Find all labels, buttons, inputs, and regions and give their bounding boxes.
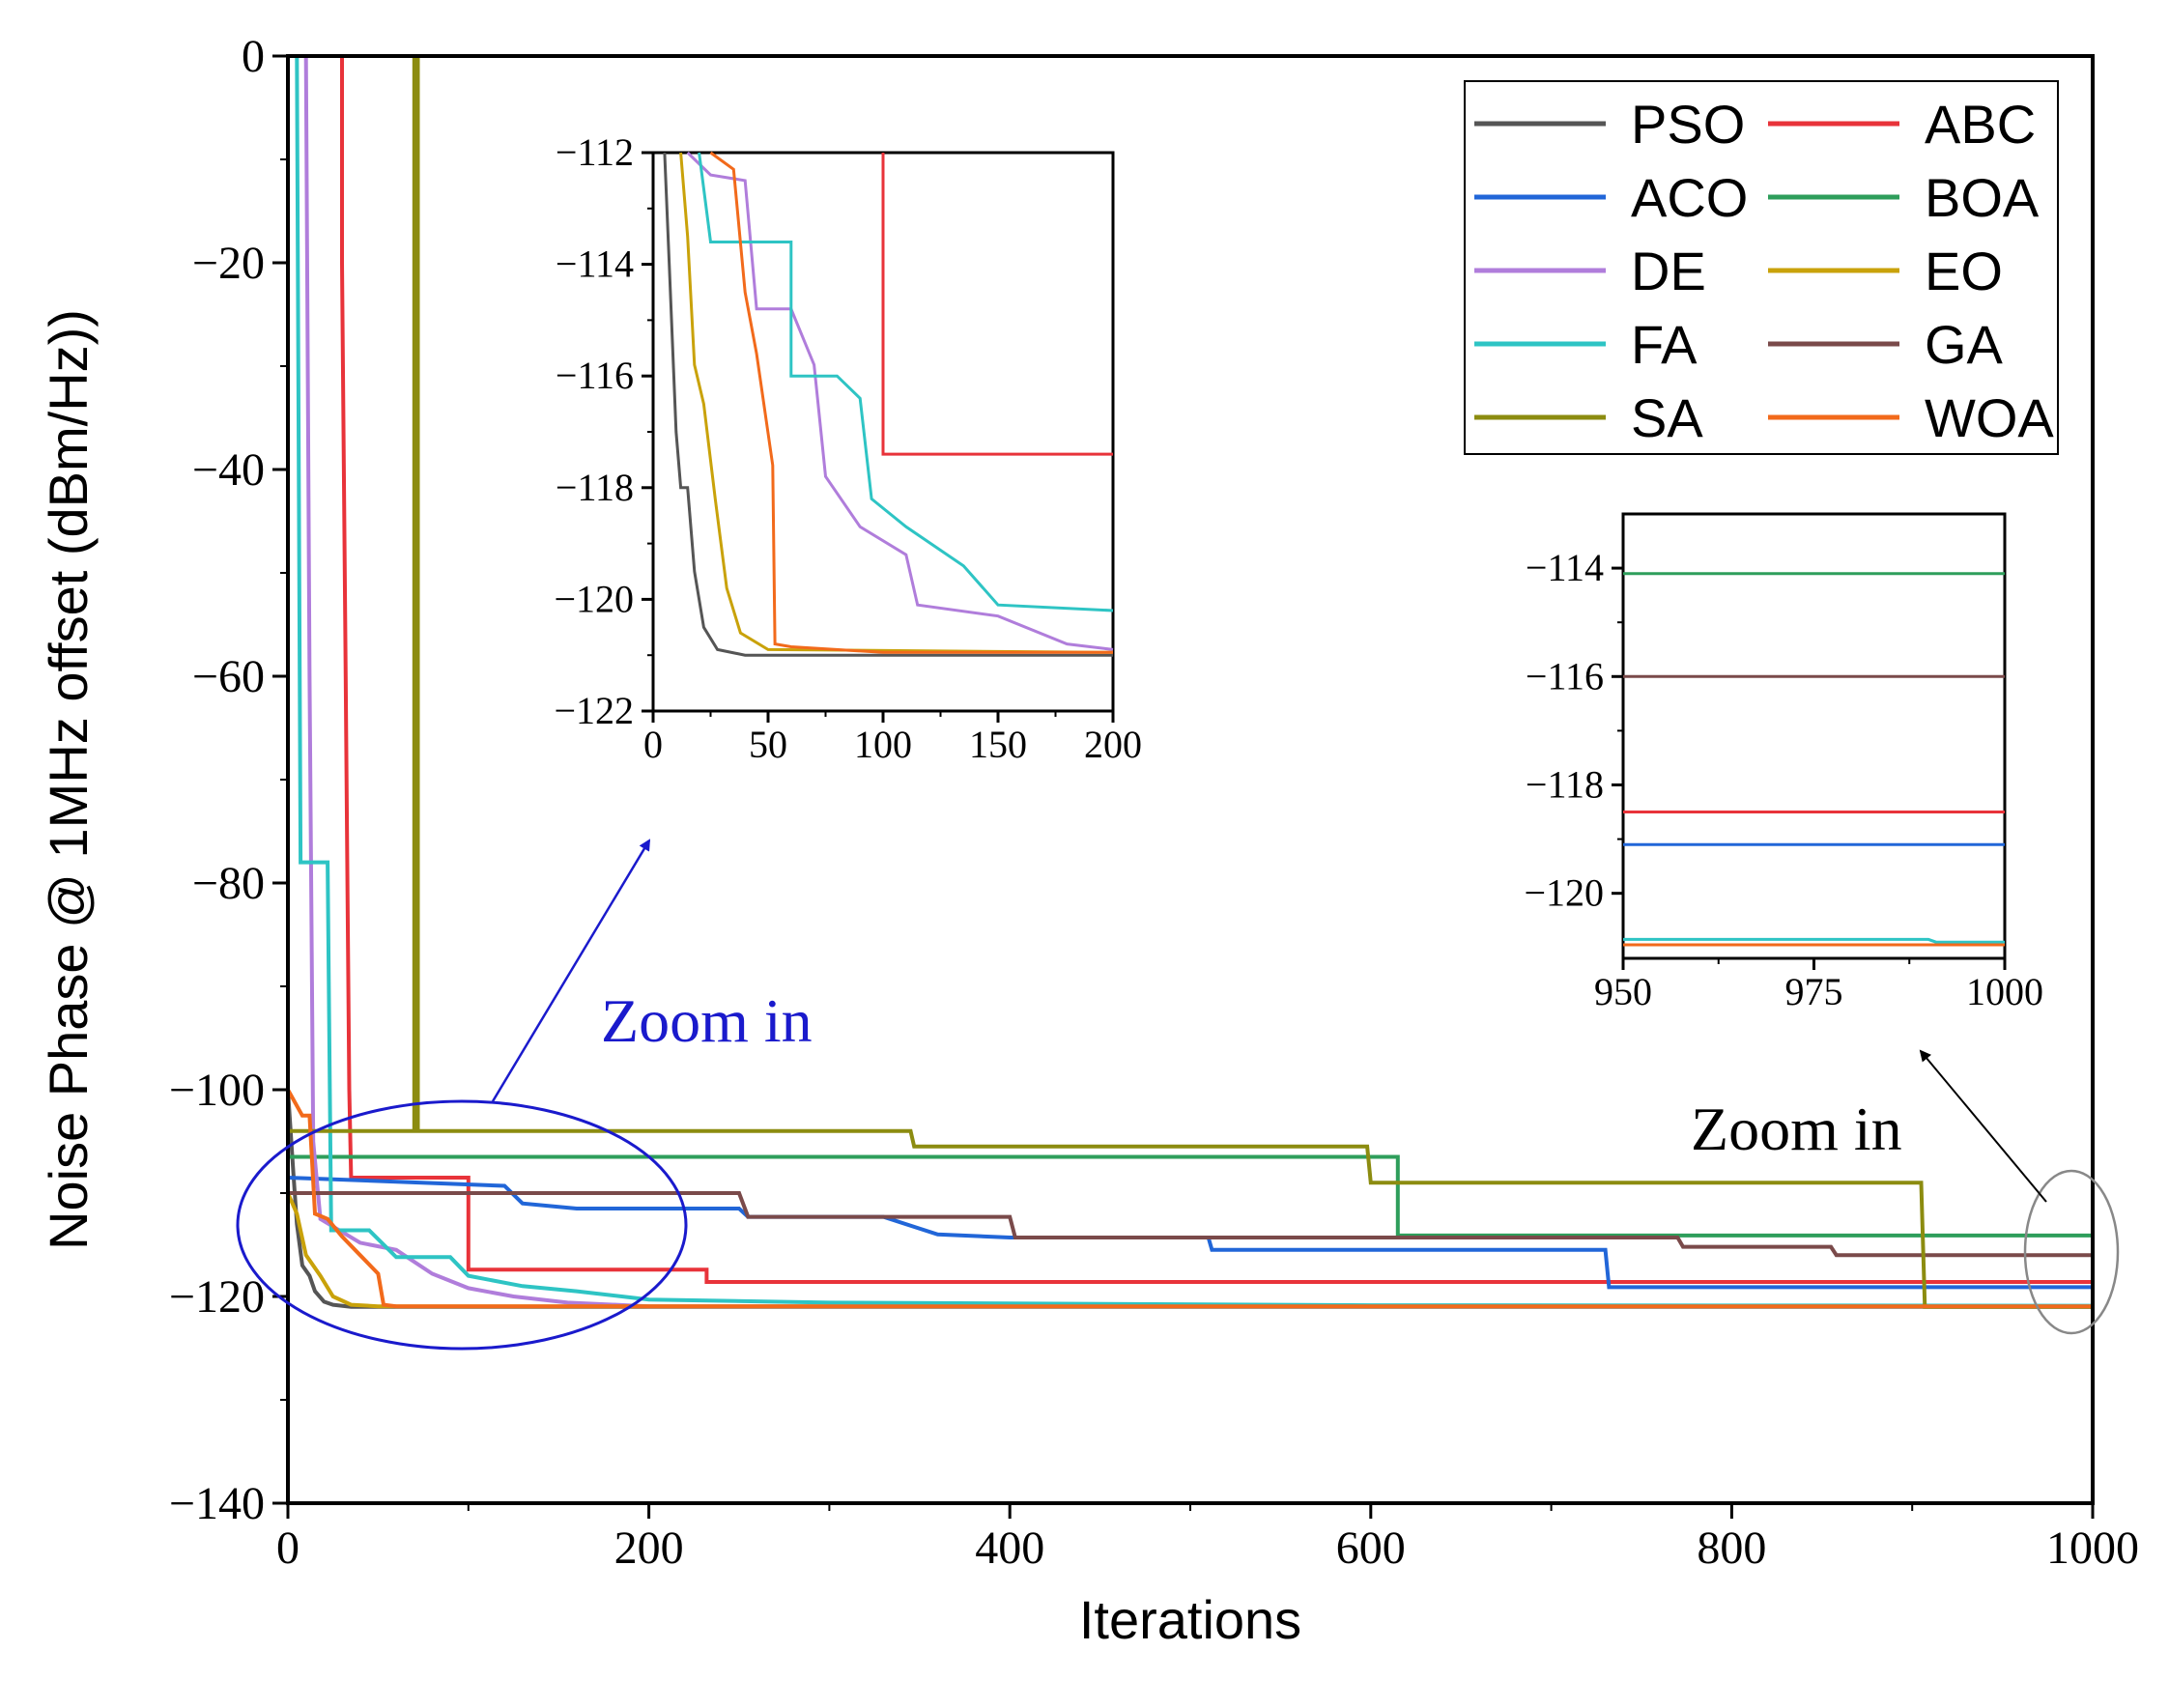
legend-label-de: DE xyxy=(1631,241,1706,301)
main-series-aco xyxy=(288,1176,2093,1290)
main-xtick-label: 400 xyxy=(975,1523,1044,1574)
inset-left-series-de xyxy=(686,151,1114,651)
inset-left-series-group xyxy=(663,151,1114,657)
inset-right-xtick-label: 1000 xyxy=(1966,970,2043,1013)
x-axis-title: Iterations xyxy=(1079,1589,1301,1650)
inset-left-series-eo xyxy=(679,152,1114,654)
inset-left-ytick-label: −120 xyxy=(554,577,634,620)
main-series-group xyxy=(288,54,2094,1309)
main-series-pso xyxy=(288,1089,2093,1309)
main-series-abc xyxy=(288,54,2093,1284)
inset-right-xtick-label: 975 xyxy=(1785,970,1843,1013)
main-series-eo xyxy=(288,1192,2093,1309)
legend-label-ga: GA xyxy=(1925,314,2004,375)
main-ytick-label: 0 xyxy=(242,31,265,82)
inset-right-ytick-label: −118 xyxy=(1526,762,1604,806)
annotations: Zoom in Zoom in xyxy=(236,839,2120,1351)
inset-left-xtick-label: 50 xyxy=(749,723,787,766)
legend-label-boa: BOA xyxy=(1925,167,2040,228)
main-ytick-label: −120 xyxy=(169,1271,265,1323)
inset-right-zoom-plot: 950 975 1000 −114 −116 −118 −120 xyxy=(1524,512,2043,1013)
inset-right-xtick-label: 950 xyxy=(1594,970,1652,1013)
main-series-boa xyxy=(288,1154,2093,1238)
main-series-fa xyxy=(288,54,2094,1308)
legend-label-aco: ACO xyxy=(1631,167,1748,228)
y-axis-title: Noise Phase @ 1MHz offset (dBm/Hz)) xyxy=(38,309,99,1250)
inset-right-ytick-label: −114 xyxy=(1526,546,1604,589)
main-ytick-label: −20 xyxy=(192,238,265,289)
zoom-label-right: Zoom in xyxy=(1691,1095,1902,1163)
inset-right-series-group xyxy=(1623,572,2005,947)
inset-left-zoom-plot: 0 50 100 150 200 −112 −114 −116 −118 −120 −122 xyxy=(554,130,1142,766)
inset-left-ytick-label: −118 xyxy=(556,466,634,509)
main-ytick-label: −140 xyxy=(169,1478,265,1529)
inset-left-xtick-label: 0 xyxy=(643,723,663,766)
legend-label-fa: FA xyxy=(1631,314,1698,375)
zoom-arrow-right xyxy=(1919,1049,2047,1203)
zoom-label-left: Zoom in xyxy=(601,986,813,1055)
inset-right-frame xyxy=(1621,512,2007,960)
inset-left-ytick-label: −122 xyxy=(554,689,634,732)
main-ytick-label: −80 xyxy=(192,858,265,909)
main-ytick-label: −100 xyxy=(169,1065,265,1116)
main-xtick-label: 1000 xyxy=(2046,1523,2139,1574)
legend-box xyxy=(1464,80,2059,455)
main-series-de xyxy=(288,54,2093,1309)
inset-left-ytick-label: −112 xyxy=(556,130,634,174)
main-ytick-label: −40 xyxy=(192,444,265,496)
main-series-sa xyxy=(288,54,2093,1309)
zoom-ellipse-right xyxy=(2023,1169,2120,1335)
inset-left-xtick-label: 200 xyxy=(1084,723,1142,766)
zoom-arrow-left xyxy=(491,839,651,1102)
zoom-ellipse-left xyxy=(236,1099,688,1351)
legend-label-pso: PSO xyxy=(1631,94,1745,155)
inset-left-axes: 0 50 100 150 200 −112 −114 −116 −118 −120 −122 xyxy=(554,130,1142,766)
main-axes: 0 200 400 600 800 10000−20−40−60−80−100−120−1… xyxy=(38,31,2139,1650)
inset-left-series-woa xyxy=(709,151,1113,654)
inset-right-ytick-label: −120 xyxy=(1524,871,1604,915)
inset-right-series-fa xyxy=(1623,937,2005,944)
inset-left-xtick-label: 150 xyxy=(969,723,1027,766)
inset-left-series-pso xyxy=(663,152,1113,657)
main-plot: 0 200 400 600 800 10000−20−40−60−80−100−120−1… xyxy=(38,31,2139,1650)
main-xtick-label: 200 xyxy=(614,1523,684,1574)
inset-right-axes: 950 975 1000 −114 −116 −118 −120 xyxy=(1524,546,2043,1013)
legend-label-woa: WOA xyxy=(1925,387,2054,448)
legend: PSO ABC ACO BOA DE EO FA GA SA WOA xyxy=(1464,80,2059,455)
legend-label-abc: ABC xyxy=(1925,94,2036,155)
main-series-ga xyxy=(288,1191,2093,1258)
main-ytick-label: −60 xyxy=(192,651,265,702)
main-xtick-label: 0 xyxy=(276,1523,300,1574)
inset-left-series-abc xyxy=(881,153,1113,456)
inset-left-xtick-label: 100 xyxy=(854,723,912,766)
inset-right-ytick-label: −116 xyxy=(1526,654,1604,697)
inset-left-ytick-label: −116 xyxy=(556,354,634,397)
inset-left-ytick-label: −114 xyxy=(556,242,634,286)
legend-label-sa: SA xyxy=(1631,387,1703,448)
main-series-woa xyxy=(288,1089,2093,1309)
main-xtick-label: 800 xyxy=(1697,1523,1766,1574)
legend-label-eo: EO xyxy=(1925,241,2003,301)
main-xtick-label: 600 xyxy=(1336,1523,1406,1574)
